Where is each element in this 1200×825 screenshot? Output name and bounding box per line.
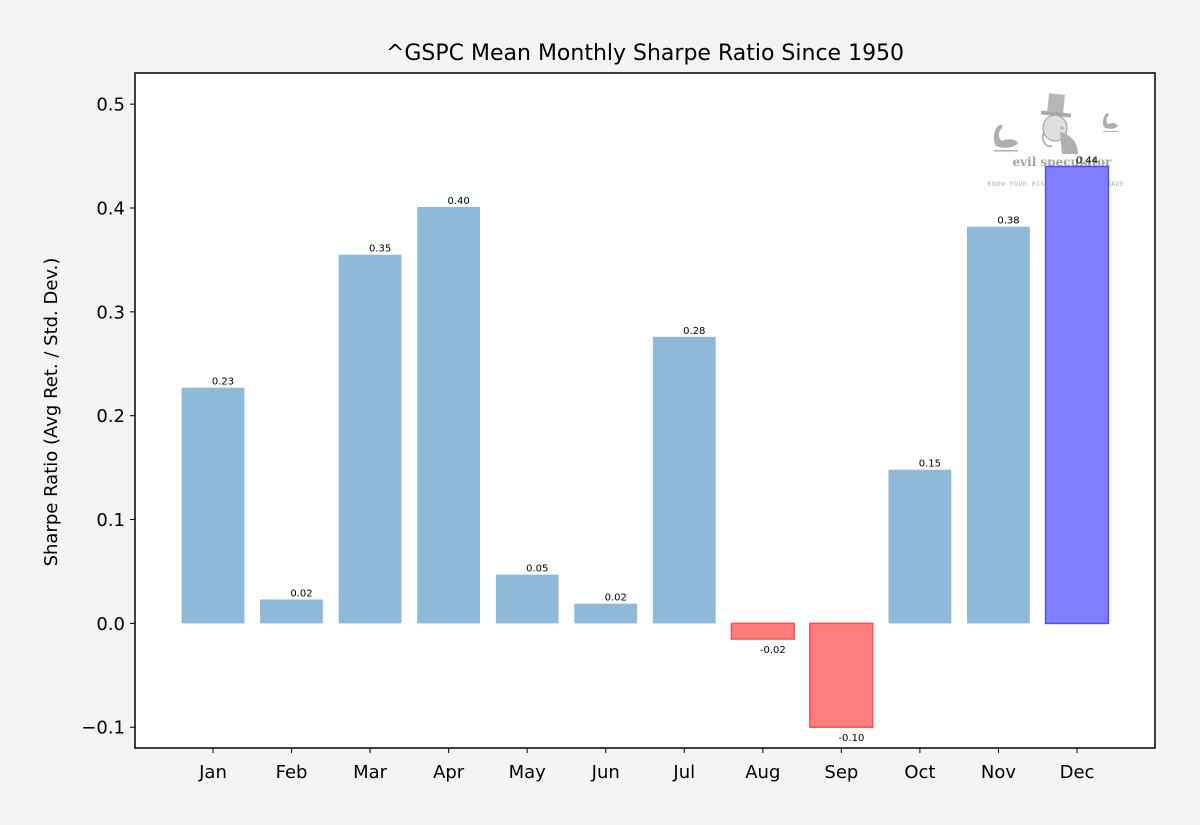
x-tick-label-nov: Nov xyxy=(981,762,1016,783)
chart-title: ^GSPC Mean Monthly Sharpe Ratio Since 19… xyxy=(386,41,904,66)
data-label-jul: 0.28 xyxy=(683,326,705,337)
data-label-mar: 0.35 xyxy=(369,244,391,255)
x-tick-label-mar: Mar xyxy=(353,762,388,783)
bar-may xyxy=(495,574,559,624)
x-tick-label-may: May xyxy=(509,762,547,783)
y-tick-label: 0.3 xyxy=(96,302,125,323)
x-axis-ticks: Jan Feb Mar Apr May Jun Jul Aug Sep Oct Nov Dec xyxy=(198,748,1094,783)
y-tick-label: −0.1 xyxy=(81,718,125,739)
data-label-aug: -0.02 xyxy=(760,645,786,656)
data-label-sep: -0.10 xyxy=(838,733,864,744)
watermark-logo: evil speculator KNOW YOUR RISK BEFORE YO… xyxy=(988,93,1124,188)
top-hat-gentleman-icon xyxy=(1040,93,1078,154)
data-label-dec: 0.44 xyxy=(1076,156,1098,167)
bar-aug xyxy=(730,622,795,640)
bar-feb xyxy=(260,599,323,624)
data-labels-group: 0.23 0.02 0.35 0.40 0.05 0.02 0.28 -0.02 -0.10 0.… xyxy=(212,156,1098,745)
x-tick-label-jul: Jul xyxy=(672,762,695,783)
bar-jun xyxy=(574,603,638,624)
y-tick-label: 0.1 xyxy=(96,510,125,531)
bar-dec xyxy=(1044,165,1110,625)
bars-group xyxy=(181,165,1110,728)
data-label-oct: 0.15 xyxy=(919,459,941,470)
data-label-nov: 0.38 xyxy=(997,216,1019,227)
x-tick-label-sep: Sep xyxy=(824,762,858,783)
y-tick-label: 0.2 xyxy=(96,406,125,427)
y-tick-label: 0.4 xyxy=(96,199,125,220)
y-tick-label: 0.5 xyxy=(96,95,125,116)
watermark-brand: evil speculator xyxy=(1013,155,1113,169)
x-tick-label-aug: Aug xyxy=(745,762,780,783)
bar-mar xyxy=(338,254,402,624)
bar-oct xyxy=(888,469,952,624)
x-tick-label-jan: Jan xyxy=(198,762,227,783)
x-tick-label-apr: Apr xyxy=(433,762,465,783)
bar-apr xyxy=(417,207,480,624)
x-tick-label-dec: Dec xyxy=(1060,762,1095,783)
data-label-jan: 0.23 xyxy=(212,377,234,388)
bar-nov xyxy=(967,226,1030,624)
x-tick-label-oct: Oct xyxy=(904,762,935,783)
bar-jan xyxy=(181,387,245,624)
data-label-may: 0.05 xyxy=(526,564,548,575)
axes-frame xyxy=(134,72,1156,749)
data-label-feb: 0.02 xyxy=(290,589,312,600)
swan-left-icon xyxy=(993,124,1018,152)
data-label-jun: 0.02 xyxy=(605,593,627,604)
x-tick-label-jun: Jun xyxy=(591,762,620,783)
data-label-apr: 0.40 xyxy=(447,196,469,207)
y-axis-ticks: −0.1 0.0 0.1 0.2 0.3 0.4 0.5 xyxy=(81,95,135,739)
y-axis-label: Sharpe Ratio (Avg Ret. / Std. Dev.) xyxy=(41,258,62,567)
bar-sep xyxy=(809,622,874,728)
x-tick-label-feb: Feb xyxy=(276,762,308,783)
y-tick-label: 0.0 xyxy=(96,614,125,635)
bar-jul xyxy=(652,336,716,624)
swan-right-icon xyxy=(1102,113,1119,132)
